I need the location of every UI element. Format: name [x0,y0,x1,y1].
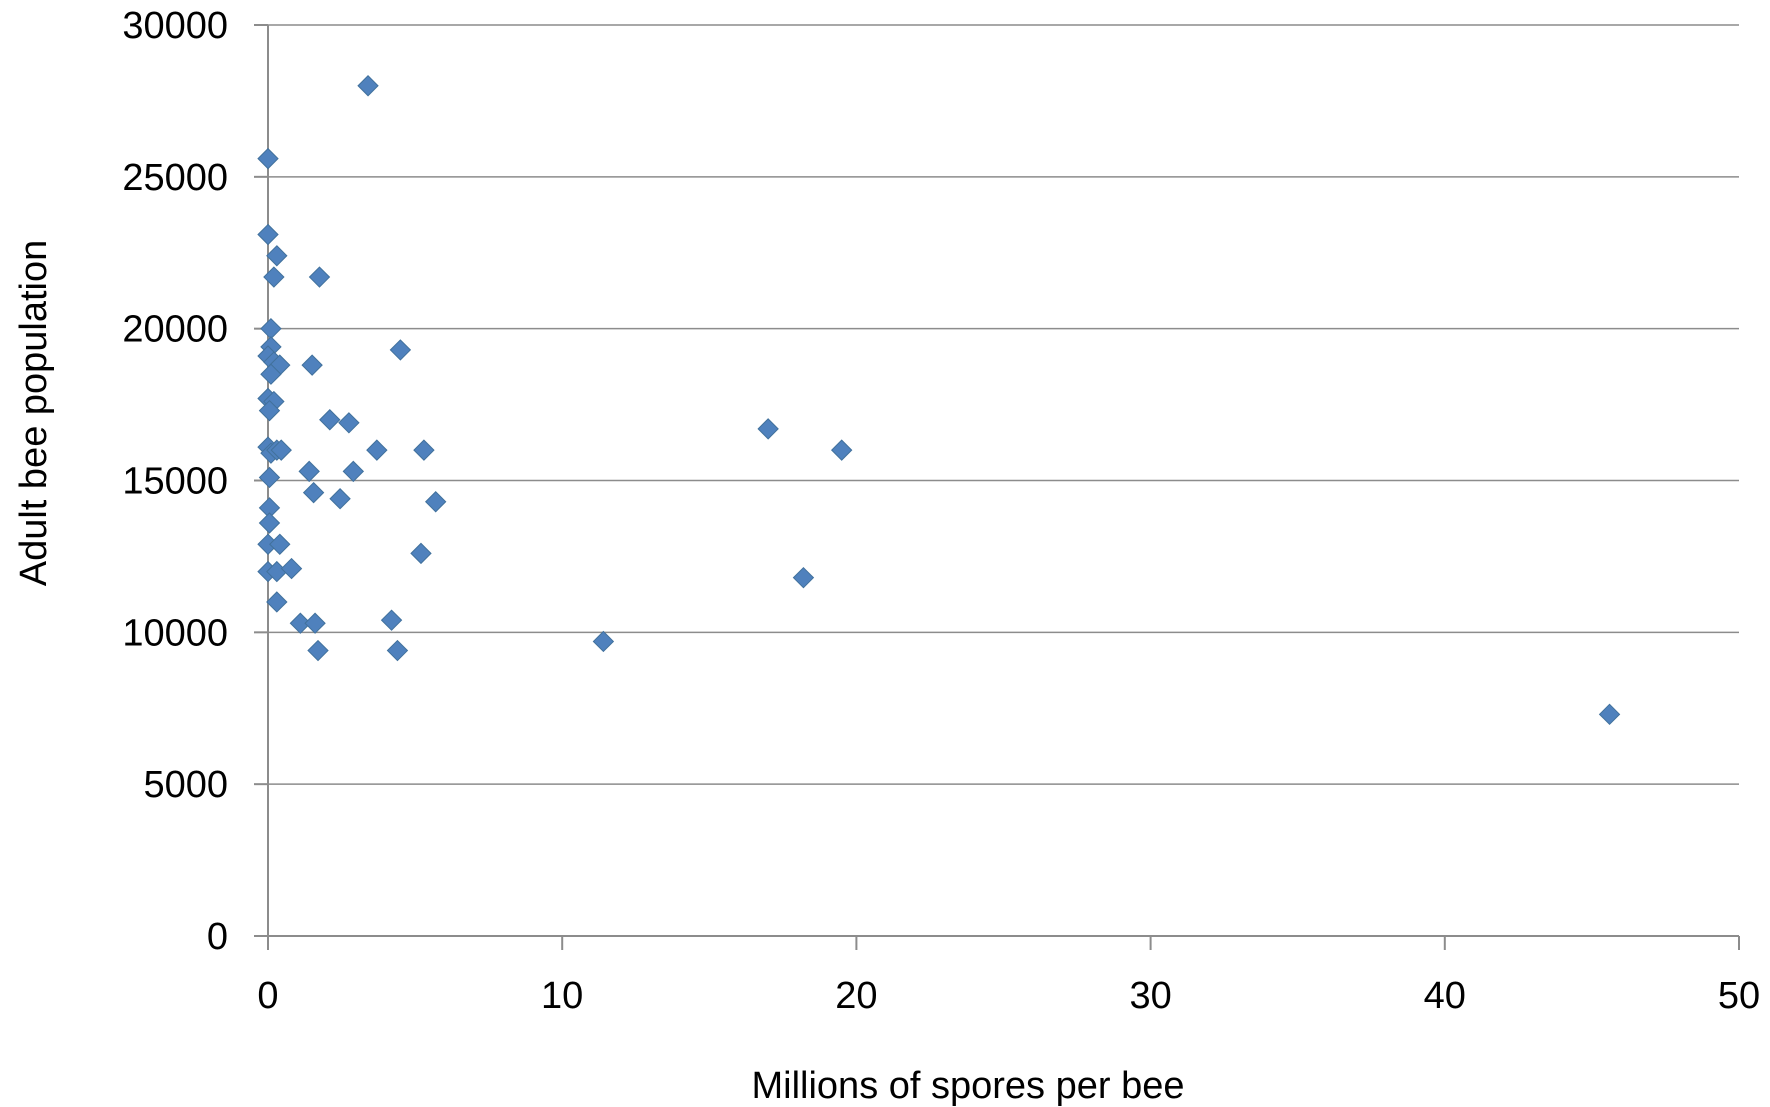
data-point [307,639,329,662]
x-tick-label: 10 [541,975,583,1017]
x-tick-label: 20 [835,975,877,1017]
y-tick-label: 15000 [122,461,228,503]
data-point [592,630,615,653]
data-point [386,639,409,662]
y-axis-title: Adult bee population [13,240,55,587]
data-point [257,147,279,170]
data-point [280,557,303,580]
data-point [258,466,281,489]
x-axis-title: Millions of spores per bee [752,1065,1185,1107]
data-point [304,612,326,634]
gridlines [268,24,1739,785]
x-tick-label: 40 [1424,975,1466,1017]
data-point [792,566,815,589]
data-point [413,439,435,461]
data-point [260,363,282,385]
data-point [263,266,285,288]
y-tick-label: 0 [207,916,228,958]
data-point [260,317,282,340]
data-point [342,460,365,483]
data-point [757,418,779,440]
axes [254,24,1740,950]
data-point [830,439,853,461]
y-tick-label: 5000 [143,764,228,806]
data-point [319,409,341,431]
data-point [269,533,291,555]
data-point [258,399,281,422]
data-point [266,245,288,267]
data-point [289,612,312,634]
data-point [380,609,403,631]
data-point [424,491,447,513]
data-point [410,542,432,565]
data-point [302,481,325,504]
data-point [270,439,292,461]
data-point [308,266,331,288]
data-point [301,354,323,376]
data-point [338,412,360,434]
data-point [258,512,281,534]
data-point [257,223,279,246]
data-point [266,591,288,613]
data-point [329,488,351,510]
y-tick-label: 25000 [122,157,228,199]
y-tick-labels: 0 5000 10000 15000 20000 25000 30000 [122,5,228,958]
y-tick-label: 30000 [122,5,228,47]
y-tick-label: 20000 [122,309,228,351]
data-point [298,460,320,483]
data-points [257,75,1621,726]
x-tick-label: 50 [1718,975,1760,1017]
data-point [357,75,379,97]
x-tick-labels: 0 10 20 30 40 50 [257,975,1760,1017]
data-point [366,439,388,461]
x-tick-label: 0 [257,975,278,1017]
data-point [389,339,412,361]
y-tick-label: 10000 [122,612,228,654]
data-point [1598,703,1621,726]
x-tick-label: 30 [1129,975,1171,1017]
